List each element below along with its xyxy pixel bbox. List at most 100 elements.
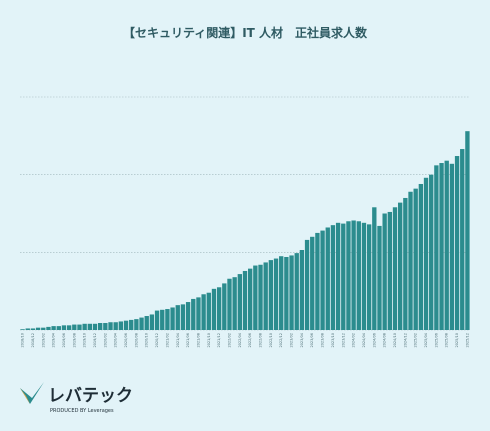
- x-tick-label: 2021/02: [165, 333, 169, 348]
- x-tick-label: 2024/08: [383, 333, 387, 348]
- bar: [144, 316, 149, 330]
- x-tick-label: 2020/02: [103, 333, 107, 348]
- x-tick-label: 2024/02: [352, 333, 356, 348]
- bar: [77, 324, 82, 330]
- x-tick-label: 2023/08: [321, 333, 325, 348]
- x-tick-label: 2019/06: [62, 333, 66, 348]
- x-tick-label: 2021/08: [196, 333, 200, 348]
- logo: レバテック PRODUCED BY Leverages: [20, 382, 133, 414]
- bar: [253, 265, 258, 330]
- x-tick-label: 2021/10: [207, 333, 211, 348]
- bar: [165, 309, 170, 330]
- x-tick-label: 2025/08: [445, 333, 449, 348]
- bar: [346, 221, 351, 330]
- bar: [284, 256, 289, 330]
- bar: [103, 323, 108, 330]
- bar: [216, 287, 222, 330]
- x-tick-label: 2024/04: [362, 332, 366, 347]
- x-tick-label: 2022/02: [227, 333, 231, 348]
- bar: [418, 183, 424, 330]
- bar: [129, 319, 134, 330]
- x-tick-label: 2023/04: [300, 332, 304, 347]
- bar: [325, 227, 330, 330]
- bar: [113, 322, 118, 330]
- bar: [149, 314, 155, 330]
- bar: [35, 327, 41, 330]
- bar: [387, 211, 392, 330]
- bar: [315, 232, 320, 330]
- x-tick-label: 2020/06: [124, 333, 128, 348]
- bar: [66, 325, 72, 330]
- bar: [392, 207, 398, 330]
- bar: [160, 309, 165, 330]
- bar: [20, 329, 25, 330]
- bar: [118, 321, 124, 330]
- bar: [356, 221, 361, 330]
- x-tick-label: 2020/10: [145, 333, 149, 348]
- bar: [449, 163, 455, 330]
- bar: [263, 262, 268, 330]
- x-tick-label: 2020/04: [114, 332, 118, 347]
- bar: [154, 310, 160, 330]
- bar: [248, 268, 253, 330]
- x-tick-label: 2019/02: [41, 333, 45, 348]
- x-tick-label: 2022/04: [238, 332, 242, 347]
- x-tick-label: 2022/08: [259, 333, 263, 348]
- x-tick-label: 2022/10: [269, 333, 273, 348]
- x-tick-label: 2022/06: [248, 333, 252, 348]
- bar: [423, 177, 429, 330]
- bar: [206, 292, 211, 330]
- bar: [335, 222, 341, 330]
- x-tick-label: 2020/12: [155, 333, 159, 348]
- bar: [268, 260, 274, 330]
- bar: [201, 294, 206, 330]
- x-tick-label: 2024/06: [372, 333, 376, 348]
- x-tick-label: 2018/10: [21, 333, 25, 348]
- bar: [289, 255, 294, 330]
- bar: [273, 258, 279, 330]
- bar: [56, 326, 61, 330]
- bar: [398, 202, 403, 330]
- x-tick-label: 2020/08: [134, 333, 138, 348]
- bar: [279, 256, 284, 330]
- bar: [299, 250, 305, 330]
- bar: [310, 236, 315, 330]
- x-tick-label: 2025/10: [455, 333, 459, 348]
- bar: [87, 323, 92, 330]
- bar: [366, 224, 372, 330]
- bar: [351, 220, 356, 330]
- bar: [454, 156, 460, 330]
- x-tick-label: 2025/12: [465, 333, 469, 348]
- bar: [232, 277, 237, 330]
- bar: [429, 174, 434, 330]
- x-tick-label: 2023/10: [331, 333, 335, 348]
- x-tick-label: 2021/04: [176, 332, 180, 347]
- x-tick-label: 2021/06: [186, 333, 190, 348]
- x-tick-label: 2021/12: [217, 333, 221, 348]
- bar: [408, 191, 413, 330]
- x-tick-label: 2025/02: [414, 333, 418, 348]
- x-tick-label: 2019/10: [83, 333, 87, 348]
- x-tick-label: 2024/10: [393, 333, 397, 348]
- bar: [175, 305, 180, 330]
- bar: [222, 283, 227, 330]
- bar: [51, 326, 56, 330]
- bar: [82, 323, 87, 330]
- bar: [92, 323, 98, 330]
- x-tick-label: 2023/02: [290, 333, 294, 348]
- bar: [237, 274, 242, 330]
- bar: [330, 225, 336, 330]
- bar: [320, 230, 325, 330]
- logo-icon: [20, 382, 44, 404]
- x-tick-label: 2019/08: [72, 333, 76, 348]
- bar: [139, 317, 144, 330]
- bar: [294, 253, 299, 330]
- bar: [258, 264, 263, 330]
- x-tick-label: 2019/12: [93, 333, 97, 348]
- bar: [25, 328, 30, 330]
- chart-title: 【セキュリティ関連】IT 人材 正社員求人数: [123, 25, 368, 40]
- bar: [61, 325, 67, 330]
- bar: [382, 213, 387, 330]
- bar: [227, 278, 232, 330]
